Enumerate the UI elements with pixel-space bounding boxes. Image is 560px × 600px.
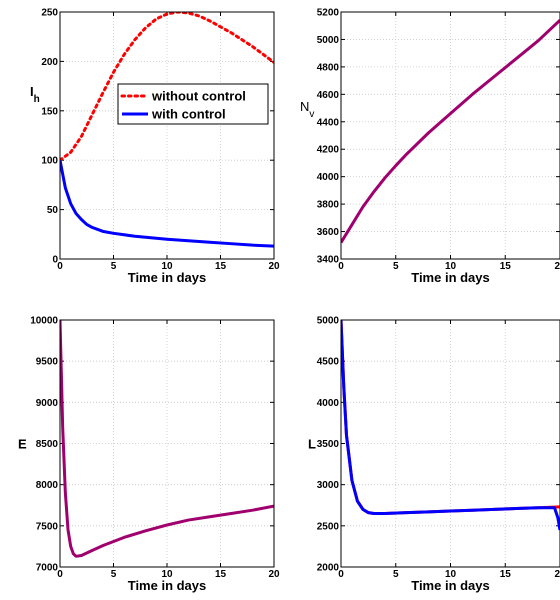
series-line-1 bbox=[341, 19, 560, 244]
y-tick-label: 3600 bbox=[317, 227, 340, 238]
y-tick-label: 7000 bbox=[36, 563, 59, 574]
y-axis-label-subscript: v bbox=[309, 109, 314, 120]
y-tick-label: 100 bbox=[41, 156, 58, 167]
legend-entry: with control bbox=[151, 107, 226, 122]
y-tick-label: 50 bbox=[47, 205, 59, 216]
x-tick-label: 10 bbox=[161, 261, 173, 272]
y-tick-label: 4800 bbox=[317, 62, 340, 73]
x-tick-label: 20 bbox=[554, 569, 560, 580]
y-tick-label: 8500 bbox=[36, 439, 59, 450]
y-tick-label: 4400 bbox=[317, 117, 340, 128]
x-tick-label: 5 bbox=[393, 261, 399, 272]
chart-panel-3: 0 5 10 15 20 7000 7500 8000 8500 9000 9500 10000 Tim… bbox=[18, 316, 280, 594]
y-axis-label: Ih bbox=[30, 84, 40, 105]
x-tick-label: 10 bbox=[445, 569, 457, 580]
plot-frame bbox=[59, 11, 275, 260]
series-line-with-control bbox=[60, 159, 274, 248]
series-line-2 bbox=[341, 320, 560, 531]
y-axis-label: L bbox=[308, 437, 316, 452]
y-axis-label: Nv bbox=[300, 99, 314, 120]
x-tick-label: 5 bbox=[393, 569, 399, 580]
x-axis-label: Time in days bbox=[411, 270, 490, 285]
y-tick-label: 10000 bbox=[30, 316, 58, 327]
y-tick-label: 2000 bbox=[317, 563, 340, 574]
y-tick-label: 4600 bbox=[317, 90, 340, 101]
x-tick-label: 5 bbox=[111, 261, 117, 272]
x-tick-label: 15 bbox=[500, 261, 512, 272]
chart-panel-2: 0 5 10 15 20 3400 3600 3800 4000 4200 4400 4600 4800… bbox=[300, 8, 560, 285]
y-tick-label: 3500 bbox=[317, 439, 340, 450]
y-tick-label: 3400 bbox=[317, 255, 340, 266]
y-axis-label: E bbox=[18, 437, 27, 452]
x-tick-label: 15 bbox=[215, 261, 227, 272]
x-tick-label: 15 bbox=[500, 569, 512, 580]
y-tick-label: 3000 bbox=[317, 480, 340, 491]
y-tick-label: 250 bbox=[41, 8, 58, 19]
y-tick-label: 200 bbox=[41, 57, 58, 68]
series-line-without-control bbox=[60, 12, 274, 162]
x-tick-label: 0 bbox=[338, 261, 344, 272]
x-tick-label: 0 bbox=[338, 569, 344, 580]
legend-box bbox=[117, 83, 269, 125]
chart-panel-4: 0 5 10 15 20 2000 2500 3000 3500 4000 4500 5000 Time… bbox=[308, 316, 560, 593]
y-tick-label: 4200 bbox=[317, 145, 340, 156]
legend-entry: without control bbox=[151, 89, 246, 104]
y-tick-label: 8000 bbox=[36, 480, 59, 491]
x-tick-label: 0 bbox=[57, 261, 63, 272]
y-axis-label-subscript: h bbox=[34, 94, 40, 105]
plot-frame bbox=[340, 11, 560, 260]
x-tick-label: 10 bbox=[161, 569, 173, 580]
y-tick-label: 9000 bbox=[36, 398, 59, 409]
y-tick-label: 2500 bbox=[317, 521, 340, 532]
x-tick-label: 20 bbox=[554, 261, 560, 272]
y-tick-label: 4500 bbox=[317, 357, 340, 368]
series-line-1 bbox=[60, 320, 274, 558]
legend: without control with control bbox=[117, 83, 269, 125]
x-tick-label: 20 bbox=[268, 569, 280, 580]
y-tick-label: 7500 bbox=[36, 521, 59, 532]
x-tick-label: 5 bbox=[111, 569, 117, 580]
y-tick-label: 5000 bbox=[317, 35, 340, 46]
x-tick-label: 0 bbox=[57, 569, 63, 580]
y-tick-label: 150 bbox=[41, 106, 58, 117]
x-axis-label: Time in days bbox=[411, 578, 490, 593]
y-tick-label: 0 bbox=[52, 255, 58, 266]
y-tick-label: 5000 bbox=[317, 316, 340, 327]
y-tick-label: 5200 bbox=[317, 8, 340, 19]
y-tick-label: 3800 bbox=[317, 200, 340, 211]
x-tick-label: 10 bbox=[445, 261, 457, 272]
plot-frame bbox=[340, 319, 560, 568]
y-tick-label: 4000 bbox=[317, 172, 340, 183]
x-tick-label: 15 bbox=[215, 569, 227, 580]
x-tick-label: 20 bbox=[268, 261, 280, 272]
x-axis-label: Time in days bbox=[128, 270, 207, 285]
plot-frame bbox=[59, 319, 275, 568]
y-tick-label: 9500 bbox=[36, 357, 59, 368]
x-axis-label: Time in days bbox=[128, 578, 207, 593]
y-tick-label: 4000 bbox=[317, 398, 340, 409]
